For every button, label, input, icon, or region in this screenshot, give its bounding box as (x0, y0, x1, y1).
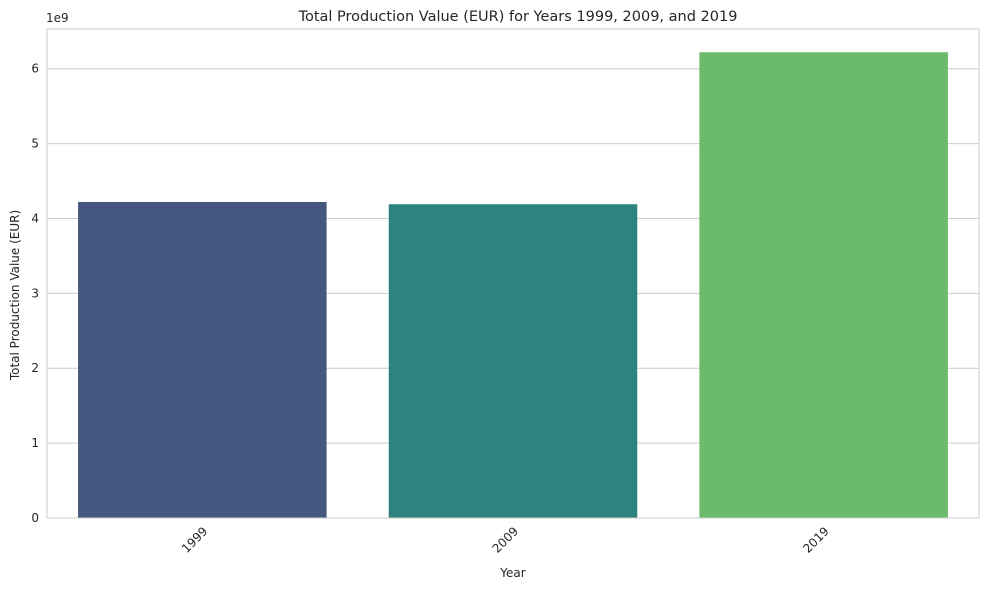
x-axis-label: Year (499, 566, 525, 580)
y-tick-label: 4 (31, 211, 39, 225)
x-axis-ticks: 1999 2009 2019 (179, 524, 832, 555)
bars (78, 52, 948, 519)
bar-2019 (699, 52, 948, 519)
bar-2009 (388, 204, 638, 518)
y-tick-label: 6 (31, 62, 39, 76)
y-tick-label: 0 (31, 511, 39, 525)
y-axis-offset-label: 1e9 (46, 11, 69, 25)
plot-frame (46, 28, 980, 519)
y-tick-label: 5 (31, 137, 39, 151)
y-tick-label: 2 (31, 361, 39, 375)
y-tick-label: 3 (31, 286, 39, 300)
y-axis-ticks: 0 1 2 3 4 5 6 (31, 62, 39, 525)
y-tick-label: 1 (31, 436, 39, 450)
bar-1999 (78, 201, 327, 518)
x-tick-label-2019: 2019 (800, 524, 831, 555)
x-tick-label-2009: 2009 (490, 524, 521, 555)
chart-title: Total Production Value (EUR) for Years 1… (298, 9, 738, 25)
x-tick-label-1999: 1999 (179, 524, 210, 555)
y-axis-label: Total Production Value (EUR) (8, 210, 22, 381)
